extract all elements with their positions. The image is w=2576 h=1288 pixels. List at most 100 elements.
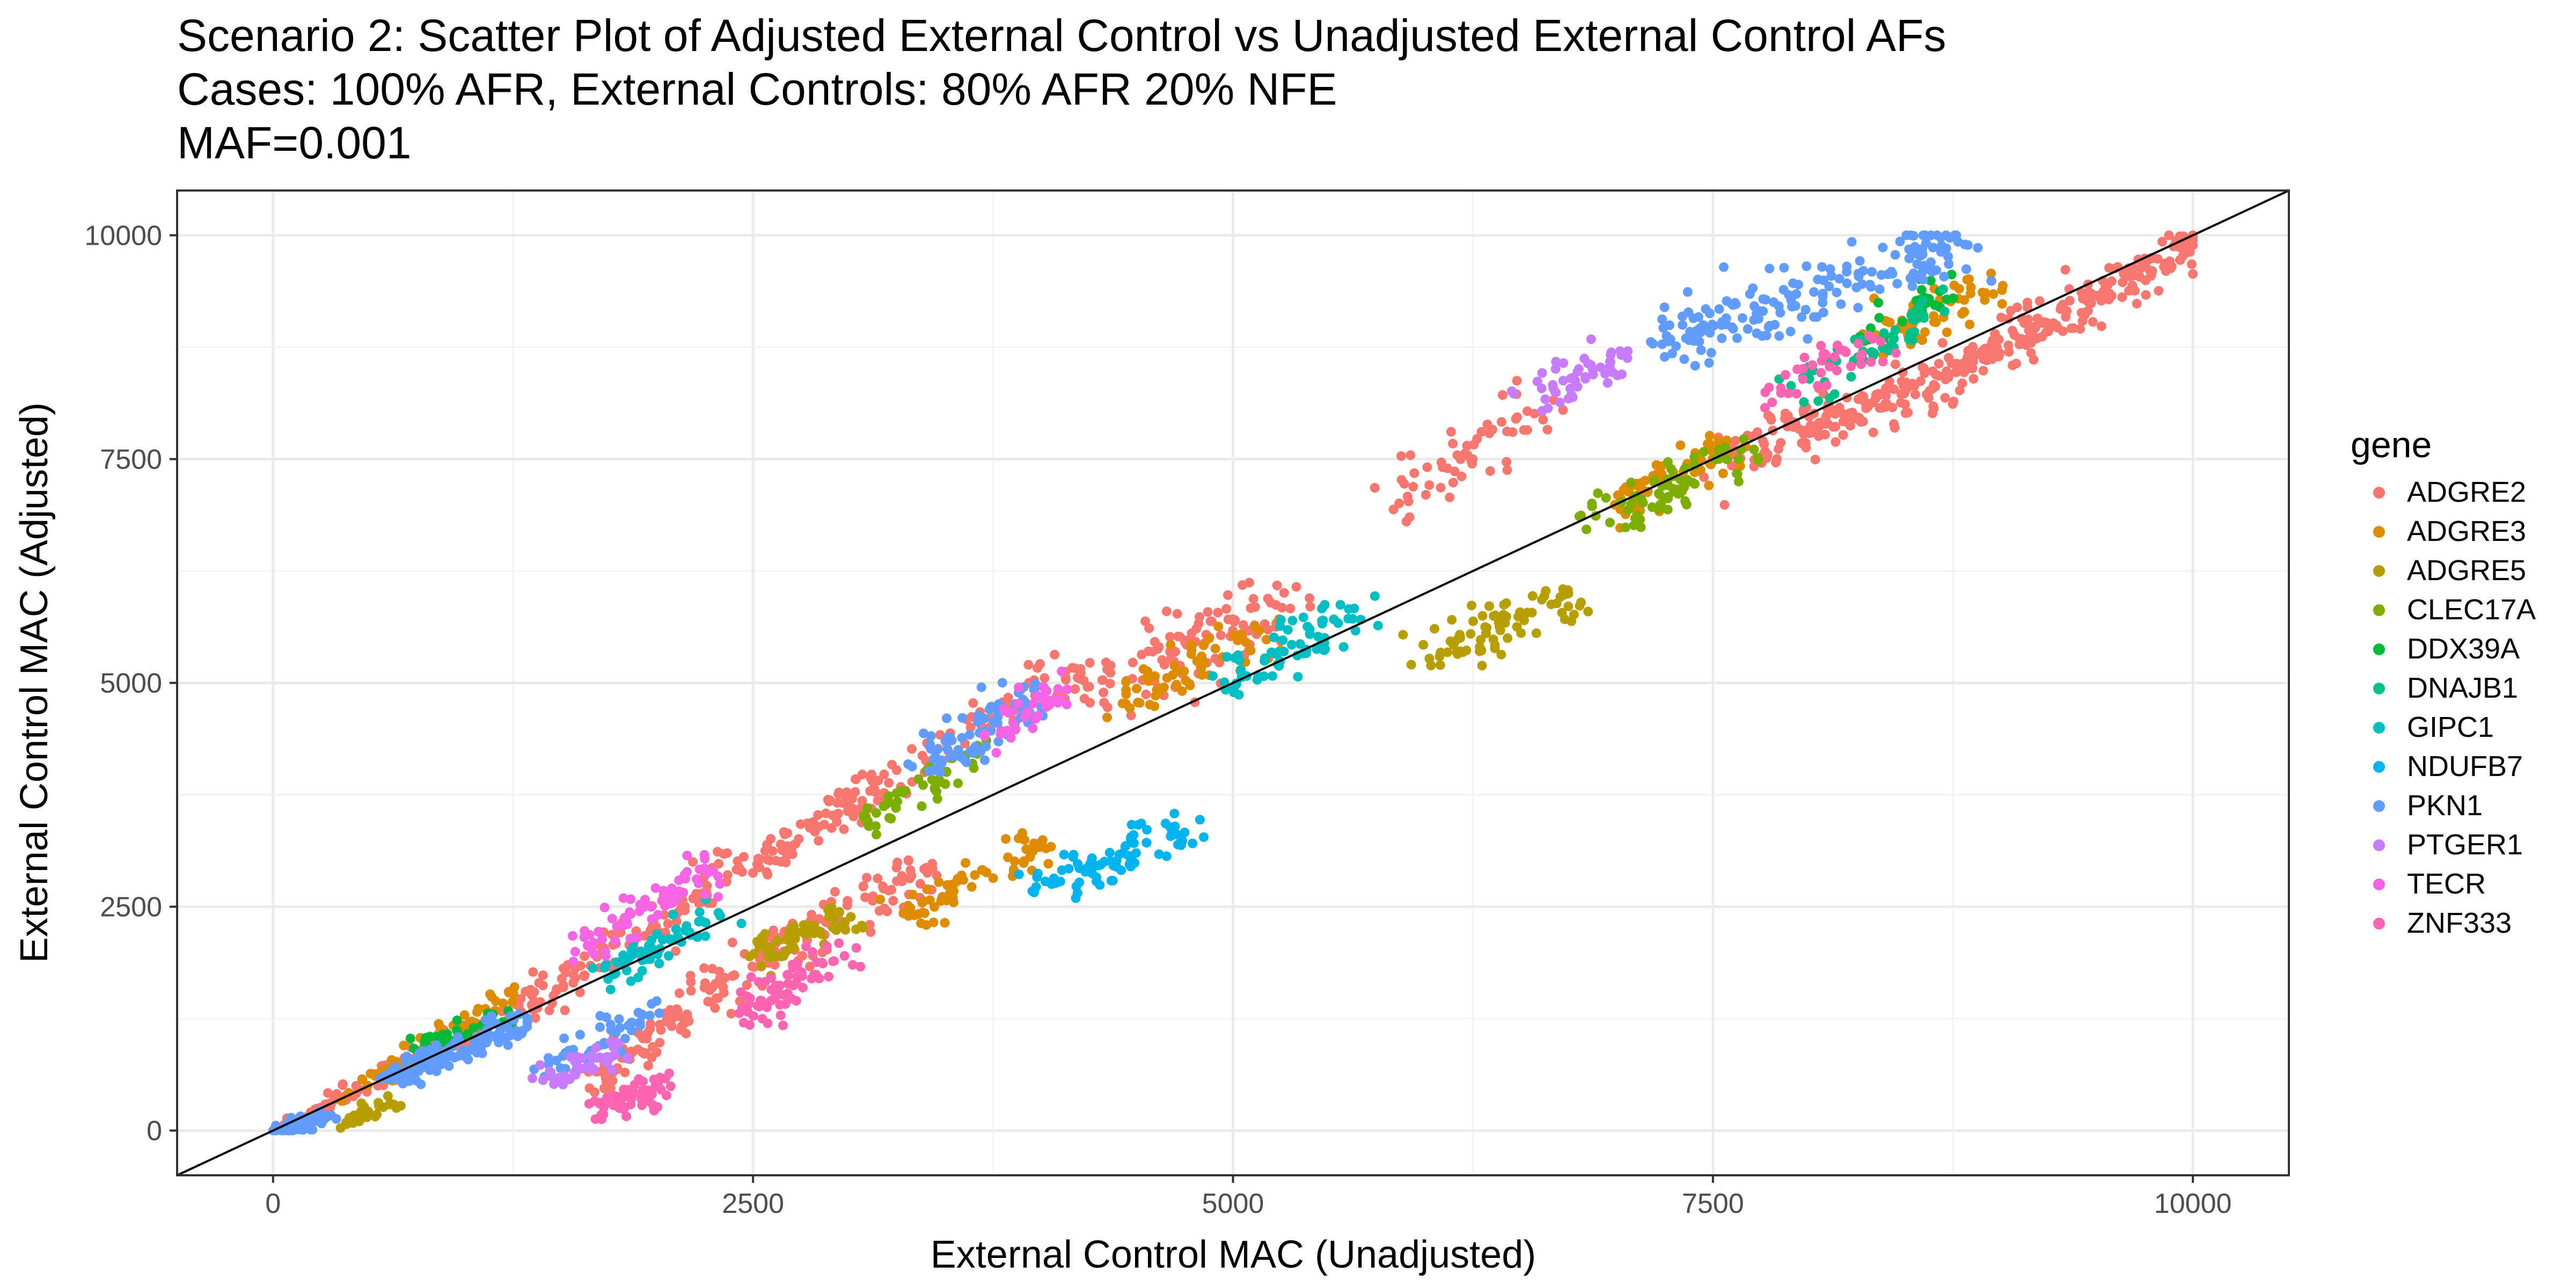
data-point: [1480, 622, 1490, 632]
data-point: [1485, 466, 1495, 476]
data-point: [973, 711, 983, 721]
data-point: [430, 1031, 441, 1042]
data-point: [1582, 524, 1592, 535]
data-point: [1276, 615, 1286, 625]
data-point: [1053, 684, 1063, 694]
data-point: [1798, 427, 1807, 437]
data-point: [442, 1029, 452, 1039]
data-point: [688, 857, 698, 867]
data-point: [1558, 376, 1568, 386]
data-point: [1875, 284, 1885, 294]
data-point: [699, 850, 709, 860]
data-point: [638, 1085, 648, 1095]
data-point: [1168, 670, 1178, 680]
data-point: [1617, 369, 1627, 379]
data-point: [1785, 326, 1796, 336]
data-point: [693, 879, 704, 888]
data-point: [620, 1067, 630, 1078]
data-point: [2117, 292, 2127, 302]
data-point: [553, 1073, 564, 1083]
data-point: [1587, 501, 1597, 511]
data-point: [879, 883, 889, 894]
data-point: [1626, 478, 1636, 487]
data-point: [919, 728, 928, 738]
data-point: [610, 1092, 620, 1102]
data-point: [586, 1060, 595, 1071]
data-point: [1221, 604, 1232, 614]
data-point: [559, 963, 568, 974]
data-point: [672, 931, 683, 941]
data-point: [1046, 841, 1056, 852]
data-point: [834, 938, 844, 948]
data-point: [503, 1040, 513, 1050]
data-point: [1918, 274, 1928, 284]
data-point: [357, 1105, 367, 1115]
data-point: [711, 979, 720, 989]
data-point: [538, 980, 548, 991]
data-point: [1759, 439, 1769, 449]
data-point: [1023, 660, 1034, 670]
data-point: [699, 963, 709, 973]
data-point: [1373, 620, 1383, 631]
data-point: [701, 918, 711, 928]
data-point: [576, 1053, 587, 1063]
data-point: [1588, 369, 1598, 379]
data-point: [1140, 616, 1151, 626]
data-point: [1406, 660, 1416, 670]
data-point: [760, 977, 770, 987]
data-point: [1688, 478, 1698, 488]
data-point: [1097, 675, 1107, 685]
data-point: [1730, 436, 1740, 446]
data-point: [2061, 312, 2071, 322]
data-point: [1968, 374, 1979, 384]
data-point: [1931, 265, 1942, 275]
data-point: [1962, 275, 1972, 285]
data-point: [1540, 394, 1550, 404]
data-point: [1246, 646, 1256, 656]
data-point: [1763, 411, 1773, 421]
data-point: [635, 946, 646, 956]
data-point: [1563, 601, 1574, 611]
data-point: [942, 713, 952, 723]
data-point: [1884, 383, 1894, 393]
data-point: [1436, 482, 1446, 493]
data-point: [1852, 412, 1862, 422]
data-point: [1502, 426, 1512, 436]
data-point: [1605, 357, 1615, 367]
data-point: [1313, 632, 1323, 641]
data-point: [1496, 649, 1506, 660]
data-point: [799, 920, 809, 930]
data-point: [1154, 849, 1164, 859]
data-point: [1558, 358, 1569, 368]
data-point: [2077, 316, 2088, 326]
data-point: [1167, 828, 1177, 838]
data-point: [668, 910, 678, 920]
data-point: [1960, 239, 1970, 250]
data-point: [398, 1079, 408, 1089]
data-point: [1890, 359, 1900, 369]
data-point: [2188, 269, 2198, 279]
data-point: [1671, 341, 1681, 352]
data-point: [1797, 312, 1807, 322]
data-point: [1809, 312, 1819, 322]
data-point: [1502, 465, 1512, 475]
data-point: [1651, 460, 1662, 470]
data-point: [1537, 368, 1547, 378]
data-point: [473, 1004, 483, 1014]
data-point: [1936, 240, 1946, 251]
data-point: [1195, 612, 1205, 622]
data-point: [797, 971, 807, 981]
data-point: [1567, 390, 1576, 400]
data-point: [903, 911, 913, 921]
data-point: [621, 1111, 631, 1122]
data-point: [1450, 466, 1460, 477]
data-point: [1468, 616, 1478, 626]
data-point: [1477, 661, 1487, 671]
data-point: [448, 1051, 458, 1062]
legend-label: NDUFB7: [2407, 750, 2523, 782]
data-point: [1776, 438, 1786, 448]
data-point: [2128, 283, 2138, 294]
data-point: [714, 859, 724, 869]
data-point: [1775, 308, 1785, 318]
data-point: [560, 1005, 570, 1015]
